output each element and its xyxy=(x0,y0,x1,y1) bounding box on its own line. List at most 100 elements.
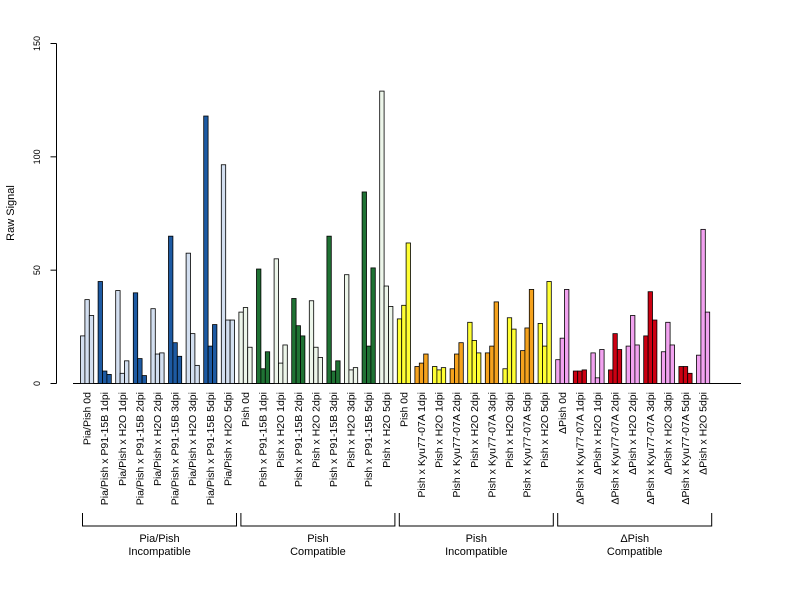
x-tick-label: Pish 0d xyxy=(398,392,410,427)
bar xyxy=(608,369,614,384)
bar xyxy=(484,352,491,384)
x-tick-label: Pish x H2O 1dpi xyxy=(275,392,287,468)
bar xyxy=(278,362,284,384)
x-tick-label: ΔPish x H2O 3dpi xyxy=(662,392,674,475)
bar xyxy=(449,368,455,384)
bar xyxy=(225,319,231,384)
bar xyxy=(471,340,477,384)
y-tick-label: 50 xyxy=(32,265,42,275)
bar xyxy=(141,375,147,384)
x-tick-label: Pish x Kyu77-07A 5dpi xyxy=(522,392,534,498)
bar xyxy=(493,301,499,384)
bar xyxy=(168,235,174,384)
bar xyxy=(102,370,108,384)
bar xyxy=(537,323,543,384)
group-label: Pish xyxy=(466,533,487,545)
bar xyxy=(185,252,191,384)
bar xyxy=(678,366,684,384)
x-tick-label: ΔPish x Kyu77-07A 3dpi xyxy=(645,392,657,505)
x-tick-label: ΔPish x Kyu77-07A 2dpi xyxy=(610,392,622,505)
bar xyxy=(454,353,460,384)
bar xyxy=(247,346,253,384)
bar xyxy=(106,374,112,384)
group-bracket xyxy=(398,513,554,527)
bar xyxy=(335,360,341,384)
bar xyxy=(524,327,530,384)
x-tick-label: Pish x H2O 1dpi xyxy=(434,392,446,468)
x-tick-label: Pia/Pish x H2O 3dpi xyxy=(187,392,199,486)
bar xyxy=(176,355,183,384)
group-sublabel: Incompatible xyxy=(128,546,190,558)
bar xyxy=(616,349,623,384)
bar xyxy=(401,304,407,384)
group-bracket xyxy=(557,513,713,527)
bar xyxy=(260,368,266,384)
group-brackets: Pia/PishIncompatiblePishCompatiblePishIn… xyxy=(82,513,713,558)
y-tick-label: 0 xyxy=(32,381,42,386)
bar xyxy=(229,319,235,384)
bar xyxy=(581,369,587,384)
bar xyxy=(119,372,125,384)
bar xyxy=(559,337,565,384)
x-tick-label: Pia/Pish x H2O 5dpi xyxy=(222,392,234,486)
bar xyxy=(388,306,394,384)
x-tick-label: ΔPish x Kyu77-07A 5dpi xyxy=(680,392,692,505)
bar xyxy=(203,115,209,384)
x-tick-label: Pish x P91-15B 3dpi xyxy=(328,392,340,487)
bar xyxy=(396,318,403,384)
y-tick-label: 100 xyxy=(32,149,42,164)
bar xyxy=(300,335,306,384)
bar xyxy=(506,317,513,384)
bar xyxy=(88,315,95,384)
x-tick-label: Pish x P91-15B 2dpi xyxy=(293,392,305,487)
x-tick-label: Pia/Pish 0d xyxy=(82,392,94,445)
bar xyxy=(383,285,389,384)
bar xyxy=(97,281,103,384)
bar xyxy=(520,350,526,384)
bar xyxy=(194,364,200,384)
bar xyxy=(652,319,658,384)
x-tick-label: Pish x H2O 2dpi xyxy=(310,392,322,468)
bar xyxy=(273,258,279,384)
bar xyxy=(572,370,579,384)
bar xyxy=(528,289,535,384)
bar xyxy=(405,242,411,384)
x-tick-label: Pish x P91-15B 5dpi xyxy=(363,392,375,487)
bar xyxy=(660,351,667,384)
bar xyxy=(256,268,262,384)
bar xyxy=(643,335,649,384)
group-bracket xyxy=(82,513,237,527)
group-label: Pish xyxy=(307,533,328,545)
bar xyxy=(212,324,218,384)
x-tick-label: Pish x P91-15B 1dpi xyxy=(258,392,270,487)
bar xyxy=(418,362,425,384)
x-tick-label: Pia/Pish x H2O 2dpi xyxy=(152,392,164,486)
bar xyxy=(348,369,354,384)
x-tick-label: ΔPish x H2O 5dpi xyxy=(698,392,710,475)
bar xyxy=(264,351,271,384)
bar xyxy=(220,164,227,384)
bar xyxy=(546,281,552,384)
bar xyxy=(207,345,213,384)
bar xyxy=(414,366,420,384)
bar xyxy=(137,358,143,384)
bar xyxy=(190,333,196,384)
bar xyxy=(313,346,319,384)
bar xyxy=(511,328,517,384)
x-tick-labels: Pia/Pish 0d Pia/Pish x P91-15B 1dpi Pia/Pi… xyxy=(82,392,710,505)
bar xyxy=(80,335,86,384)
bar xyxy=(564,289,570,384)
bar xyxy=(84,299,90,384)
group-label: Pia/Pish xyxy=(139,533,179,545)
group-sublabel: Incompatible xyxy=(445,546,507,558)
bar xyxy=(172,342,178,384)
bar xyxy=(132,292,139,384)
bar xyxy=(669,344,675,384)
bar xyxy=(612,333,618,384)
x-tick-label: Pia/Pish x H2O 1dpi xyxy=(117,392,129,486)
bar xyxy=(436,369,442,384)
bar xyxy=(458,342,464,384)
bar xyxy=(590,352,596,384)
x-tick-label: Pia/Pish x P91-15B 3dpi xyxy=(170,392,182,505)
